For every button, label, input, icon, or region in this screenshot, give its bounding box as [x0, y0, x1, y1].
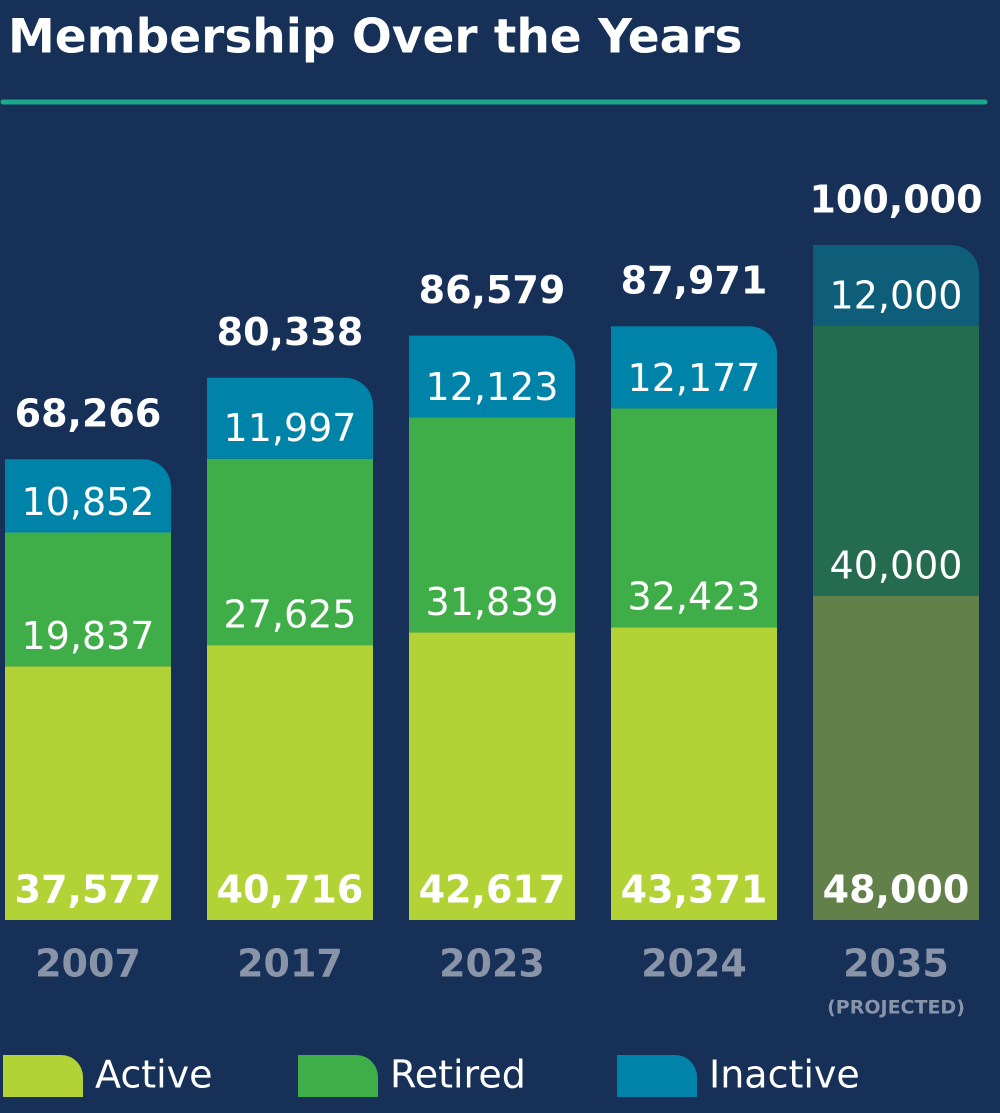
total-label: 68,266 — [15, 392, 162, 436]
bar-segment — [207, 377, 373, 459]
bar-segment — [409, 335, 575, 418]
category-note: (PROJECTED) — [827, 997, 965, 1019]
total-label: 87,971 — [621, 259, 768, 303]
bar-segment — [611, 326, 777, 409]
value-label: 12,177 — [628, 356, 761, 400]
x-tick-label: 2035 — [843, 942, 949, 986]
value-label: 42,617 — [419, 868, 566, 912]
value-label: 31,839 — [426, 580, 559, 624]
bar-segment — [813, 326, 979, 596]
legend-swatch — [298, 1055, 378, 1097]
value-label: 48,000 — [823, 868, 970, 912]
legend-label: Inactive — [709, 1053, 860, 1097]
x-tick-label: 2017 — [237, 942, 343, 986]
value-label: 37,577 — [15, 868, 162, 912]
value-label: 40,716 — [217, 868, 364, 912]
x-tick-label: 2024 — [641, 942, 747, 986]
value-label: 40,000 — [830, 544, 963, 588]
value-label: 10,852 — [22, 480, 155, 524]
value-label: 12,000 — [830, 274, 963, 318]
x-tick-label: 2007 — [35, 942, 141, 986]
legend-swatch — [617, 1055, 697, 1097]
legend-swatch — [3, 1055, 83, 1097]
bar-segment — [611, 627, 777, 920]
total-label: 86,579 — [419, 268, 566, 312]
value-label: 12,123 — [426, 365, 559, 409]
x-tick-label: 2023 — [439, 942, 545, 986]
bar-segment — [611, 408, 777, 628]
legend-label: Retired — [390, 1053, 526, 1097]
bar-segment — [5, 532, 171, 667]
value-label: 27,625 — [224, 593, 357, 637]
value-label: 11,997 — [224, 406, 357, 450]
bar-segment — [813, 596, 979, 920]
bar-segment — [409, 632, 575, 920]
bar-segment — [207, 458, 373, 646]
value-label: 19,837 — [22, 614, 155, 658]
legend-label: Active — [95, 1053, 213, 1097]
value-label: 43,371 — [621, 868, 768, 912]
bar-segment — [207, 645, 373, 920]
bar-segment — [409, 417, 575, 633]
total-label: 80,338 — [217, 310, 364, 354]
value-label: 32,423 — [628, 575, 761, 619]
chart-title: Membership Over the Years — [8, 10, 743, 65]
total-label: 100,000 — [809, 178, 982, 222]
bar-segment — [813, 245, 979, 326]
bar-segment — [5, 666, 171, 920]
bar-segment — [5, 459, 171, 533]
